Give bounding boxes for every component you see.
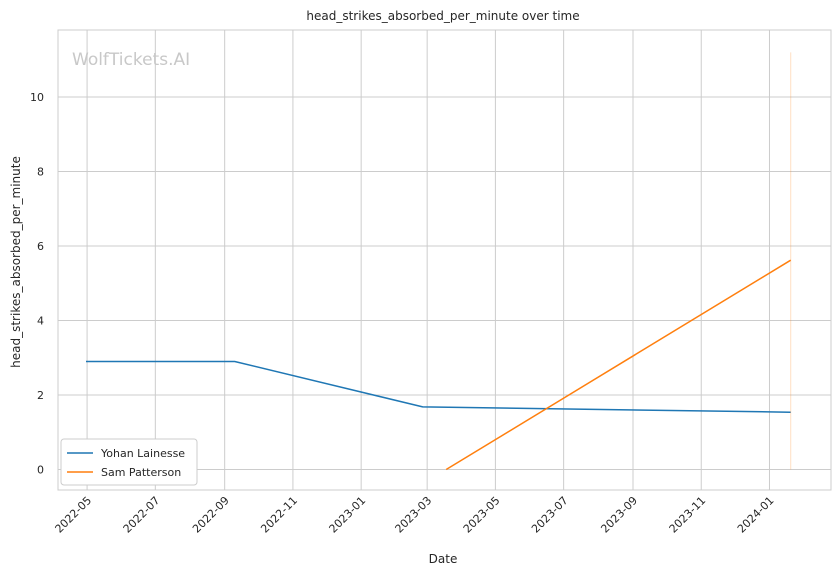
x-tick-label: 2023-09: [598, 494, 640, 536]
y-tick-label: 4: [37, 315, 44, 328]
x-tick-label: 2023-11: [667, 494, 709, 536]
legend-label-yohan-lainesse: Yohan Lainesse: [100, 447, 185, 460]
y-tick-label: 0: [37, 464, 44, 477]
x-tick-label: 2022-05: [53, 494, 95, 536]
y-tick-label: 6: [37, 240, 44, 253]
chart-title: head_strikes_absorbed_per_minute over ti…: [306, 9, 579, 23]
y-tick-label: 10: [30, 91, 44, 104]
watermark-text: WolfTickets.AI: [72, 50, 190, 70]
series-layer: [86, 52, 792, 471]
x-tick-label: 2024-01: [735, 494, 777, 536]
y-tick-label: 8: [37, 166, 44, 179]
legend-label-sam-patterson: Sam Patterson: [101, 466, 181, 479]
x-tick-label: 2023-03: [393, 494, 435, 536]
series-line-sam-patterson: [445, 259, 792, 471]
x-tick-label: 2022-09: [190, 494, 232, 536]
plot-area: [57, 29, 832, 491]
y-axis-title: head_strikes_absorbed_per_minute: [9, 156, 23, 368]
x-tick-label: 2023-05: [461, 494, 503, 536]
y-tick-label: 2: [37, 389, 44, 402]
x-tick-label: 2023-01: [327, 494, 369, 536]
legend: Yohan Lainesse Sam Patterson: [60, 438, 198, 486]
legend-box: [60, 438, 198, 486]
x-tick-label: 2023-07: [529, 494, 571, 536]
x-axis-title: Date: [429, 552, 458, 566]
x-tick-label: 2022-07: [121, 494, 163, 536]
series-line-yohan-lainesse: [86, 360, 791, 413]
x-tick-label: 2022-11: [258, 494, 300, 536]
